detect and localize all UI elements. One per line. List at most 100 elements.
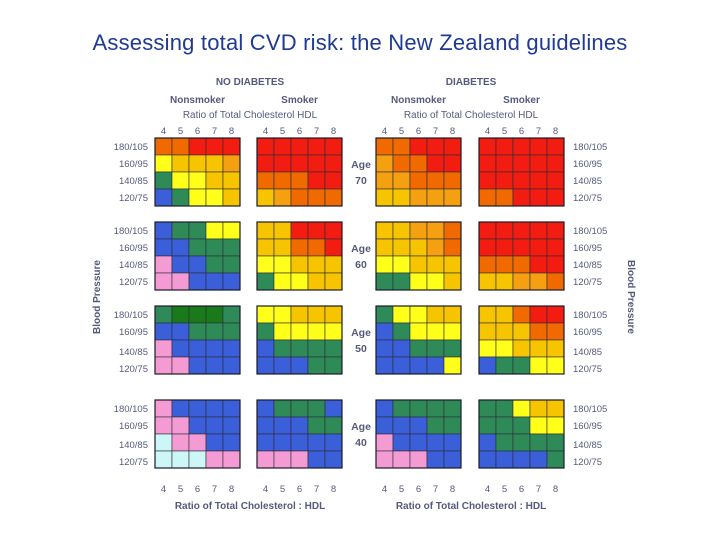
- risk-cell: [171, 416, 190, 435]
- risk-cell: [205, 238, 224, 257]
- risk-cell: [426, 255, 445, 274]
- risk-cell: [546, 433, 565, 452]
- x-tick-label-top: 6: [195, 126, 200, 137]
- risk-cell: [392, 416, 411, 435]
- bp-label-right: 180/105: [573, 404, 607, 415]
- risk-cell: [546, 272, 565, 291]
- risk-cell: [529, 450, 548, 469]
- risk-cell: [256, 433, 275, 452]
- risk-cell: [171, 238, 190, 257]
- risk-cell: [154, 188, 173, 207]
- risk-cell: [426, 322, 445, 341]
- x-tick-label-top: 4: [485, 126, 490, 137]
- bp-label-left: 160/95: [119, 243, 148, 254]
- risk-cell: [324, 238, 343, 257]
- panel-border: [256, 305, 343, 375]
- subgroup-label: Smoker: [281, 95, 318, 106]
- risk-cell: [188, 339, 207, 358]
- risk-cell: [154, 322, 173, 341]
- risk-cell: [171, 450, 190, 469]
- bp-label-right: 140/85: [573, 347, 602, 358]
- risk-cell: [512, 450, 531, 469]
- risk-cell: [273, 356, 292, 375]
- risk-cell: [375, 154, 394, 173]
- risk-cell: [273, 171, 292, 190]
- risk-cell: [256, 137, 275, 156]
- risk-cell: [188, 305, 207, 324]
- risk-cell: [495, 399, 514, 418]
- risk-cell: [426, 272, 445, 291]
- risk-cell: [512, 137, 531, 156]
- group-label: DIABETES: [446, 77, 497, 88]
- risk-cell: [495, 171, 514, 190]
- risk-cell: [222, 450, 241, 469]
- risk-cell: [205, 154, 224, 173]
- risk-cell: [222, 399, 241, 418]
- bp-label-left: 180/105: [114, 142, 148, 153]
- risk-cell: [273, 339, 292, 358]
- risk-cell: [273, 154, 292, 173]
- risk-cell: [426, 221, 445, 240]
- risk-cell: [188, 255, 207, 274]
- risk-cell: [546, 416, 565, 435]
- risk-cell: [529, 272, 548, 291]
- risk-cell: [256, 450, 275, 469]
- risk-cell: [273, 305, 292, 324]
- risk-cell: [512, 188, 531, 207]
- risk-cell: [443, 433, 462, 452]
- risk-cell: [324, 188, 343, 207]
- risk-cell: [426, 339, 445, 358]
- bp-label-left: 180/105: [114, 310, 148, 321]
- risk-cell: [222, 433, 241, 452]
- bp-label-left: 180/105: [114, 226, 148, 237]
- risk-cell: [290, 339, 309, 358]
- risk-cell: [205, 416, 224, 435]
- risk-cell: [307, 154, 326, 173]
- risk-cell: [290, 356, 309, 375]
- group-label: NO DIABETES: [216, 77, 285, 88]
- risk-cell: [392, 356, 411, 375]
- risk-cell: [307, 399, 326, 418]
- risk-cell: [324, 154, 343, 173]
- risk-cell: [273, 272, 292, 291]
- risk-cell: [495, 188, 514, 207]
- slide-title: Assessing total CVD risk: the New Zealan…: [92, 30, 628, 55]
- risk-cell: [512, 221, 531, 240]
- risk-cell: [188, 238, 207, 257]
- risk-cell: [529, 137, 548, 156]
- risk-cell: [256, 255, 275, 274]
- risk-cell: [171, 433, 190, 452]
- risk-cell: [529, 416, 548, 435]
- x-tick-label-top: 4: [263, 126, 268, 137]
- bp-label-right: 160/95: [573, 421, 602, 432]
- risk-cell: [478, 322, 497, 341]
- risk-cell: [222, 238, 241, 257]
- risk-cell: [409, 137, 428, 156]
- risk-cell: [392, 238, 411, 257]
- x-tick-label-top: 7: [212, 126, 217, 137]
- risk-cell: [392, 399, 411, 418]
- risk-cell: [273, 221, 292, 240]
- risk-cell: [478, 188, 497, 207]
- risk-cell: [392, 433, 411, 452]
- risk-cell: [512, 171, 531, 190]
- x-axis-label: Ratio of Total Cholesterol : HDL: [396, 501, 546, 512]
- risk-cell: [426, 399, 445, 418]
- risk-cell: [273, 137, 292, 156]
- risk-cell: [409, 255, 428, 274]
- risk-cell: [154, 272, 173, 291]
- risk-cell: [495, 221, 514, 240]
- risk-cell: [324, 339, 343, 358]
- bp-label-left: 120/75: [119, 364, 148, 375]
- risk-cell: [478, 416, 497, 435]
- risk-cell: [443, 399, 462, 418]
- risk-cell: [188, 188, 207, 207]
- bp-label-left: 180/105: [114, 404, 148, 415]
- risk-cell: [188, 137, 207, 156]
- risk-cell: [256, 238, 275, 257]
- risk-cell: [392, 171, 411, 190]
- risk-cell: [426, 238, 445, 257]
- age-label: Age: [351, 159, 371, 171]
- risk-cell: [205, 339, 224, 358]
- risk-cell: [495, 433, 514, 452]
